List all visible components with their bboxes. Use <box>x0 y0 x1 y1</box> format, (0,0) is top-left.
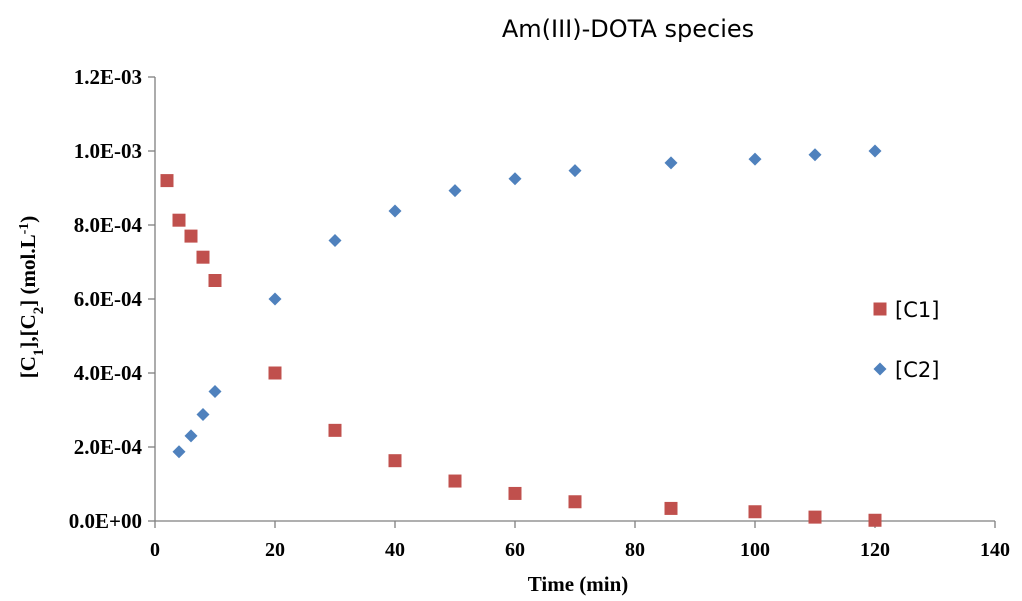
x-tick-label: 40 <box>385 539 405 561</box>
series-2 <box>172 144 882 459</box>
x-axis-label: Time (min) <box>528 572 629 596</box>
y-tick-label: 0.0E+00 <box>69 509 142 533</box>
data-point <box>196 250 210 264</box>
data-point <box>208 385 222 398</box>
data-point <box>196 407 210 421</box>
legend: [C1] [C2] <box>873 298 939 382</box>
data-point <box>748 505 762 519</box>
x-tick-label: 60 <box>505 539 525 561</box>
y-axis-label-part: [C <box>16 356 40 378</box>
data-point <box>664 156 678 170</box>
y-tick-label: 8.0E-04 <box>74 213 143 237</box>
data-point <box>664 501 678 515</box>
y-axis-label-subscript: 2 <box>31 307 47 315</box>
data-point <box>508 486 522 500</box>
y-axis-label-part: ] (mol.L <box>16 234 40 306</box>
data-point <box>868 513 882 527</box>
data-point <box>568 495 582 509</box>
data-point <box>508 172 522 186</box>
y-axis-label-superscript: -1 <box>17 223 32 235</box>
data-point <box>184 229 198 243</box>
data-point <box>388 454 402 468</box>
y-axis-label-part: ) <box>16 216 40 223</box>
x-tick-label: 80 <box>625 539 645 561</box>
series-layer <box>160 144 882 527</box>
data-point <box>328 234 342 248</box>
data-point <box>808 510 822 524</box>
x-axis-ticks: 0 20 40 60 80 100 120 140 <box>150 521 1010 561</box>
series-1 <box>160 174 882 527</box>
plot-area: 0.0E+00 2.0E-04 4.0E-04 6.0E-04 8.0E-04 1.0E-… <box>69 65 1010 561</box>
x-tick-label: 0 <box>150 539 160 561</box>
chart-title: Am(III)-DOTA species <box>502 15 754 43</box>
y-axis-label: [C1],[C2] (mol.L-1) <box>16 216 47 379</box>
y-tick-label: 1.0E-03 <box>74 139 142 163</box>
x-tick-label: 100 <box>740 539 770 561</box>
x-tick-label: 20 <box>265 539 285 561</box>
data-point <box>328 423 342 437</box>
legend-marker <box>873 362 887 376</box>
y-tick-label: 4.0E-04 <box>74 361 143 385</box>
legend-marker <box>873 302 887 316</box>
data-point <box>808 148 822 162</box>
data-point <box>268 366 282 380</box>
y-axis-ticks: 0.0E+00 2.0E-04 4.0E-04 6.0E-04 8.0E-04 1.0E-… <box>69 65 155 533</box>
y-tick-label: 2.0E-04 <box>74 435 143 459</box>
data-point <box>160 174 174 188</box>
y-tick-label: 1.2E-03 <box>74 65 142 89</box>
legend-label: [C1] <box>895 298 939 322</box>
data-point <box>172 445 186 459</box>
data-point <box>748 152 762 166</box>
data-point <box>388 204 402 218</box>
data-point <box>568 164 582 178</box>
data-point <box>184 429 198 443</box>
data-point <box>172 213 186 227</box>
data-point <box>268 292 282 306</box>
data-point <box>448 184 462 198</box>
data-point <box>208 274 222 287</box>
x-tick-label: 120 <box>860 539 890 561</box>
data-point <box>868 144 882 158</box>
data-point <box>448 474 462 488</box>
y-axis-label-subscript: 1 <box>31 349 47 357</box>
y-tick-label: 6.0E-04 <box>74 287 143 311</box>
y-axis-label-part: ],[C <box>16 314 40 348</box>
legend-label: [C2] <box>895 358 939 382</box>
x-tick-label: 140 <box>980 539 1010 561</box>
